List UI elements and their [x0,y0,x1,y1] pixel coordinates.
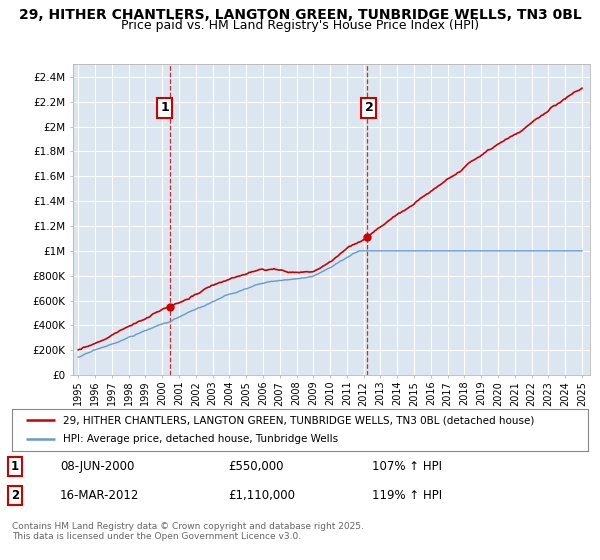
Text: 2: 2 [11,489,19,502]
Text: £1,110,000: £1,110,000 [228,489,295,502]
Text: £550,000: £550,000 [228,460,284,473]
Text: 119% ↑ HPI: 119% ↑ HPI [372,489,442,502]
Text: 08-JUN-2000: 08-JUN-2000 [60,460,134,473]
Text: 1: 1 [11,460,19,473]
Text: HPI: Average price, detached house, Tunbridge Wells: HPI: Average price, detached house, Tunb… [62,435,338,445]
Text: 16-MAR-2012: 16-MAR-2012 [60,489,139,502]
Text: Contains HM Land Registry data © Crown copyright and database right 2025.
This d: Contains HM Land Registry data © Crown c… [12,522,364,542]
Text: 2: 2 [365,101,373,114]
Text: Price paid vs. HM Land Registry's House Price Index (HPI): Price paid vs. HM Land Registry's House … [121,19,479,32]
Text: 29, HITHER CHANTLERS, LANGTON GREEN, TUNBRIDGE WELLS, TN3 0BL (detached house): 29, HITHER CHANTLERS, LANGTON GREEN, TUN… [62,415,534,425]
Text: 1: 1 [160,101,169,114]
Text: 107% ↑ HPI: 107% ↑ HPI [372,460,442,473]
Text: 29, HITHER CHANTLERS, LANGTON GREEN, TUNBRIDGE WELLS, TN3 0BL: 29, HITHER CHANTLERS, LANGTON GREEN, TUN… [19,8,581,22]
